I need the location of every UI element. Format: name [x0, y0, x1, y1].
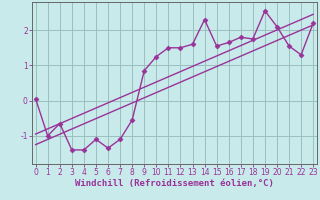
X-axis label: Windchill (Refroidissement éolien,°C): Windchill (Refroidissement éolien,°C) — [75, 179, 274, 188]
